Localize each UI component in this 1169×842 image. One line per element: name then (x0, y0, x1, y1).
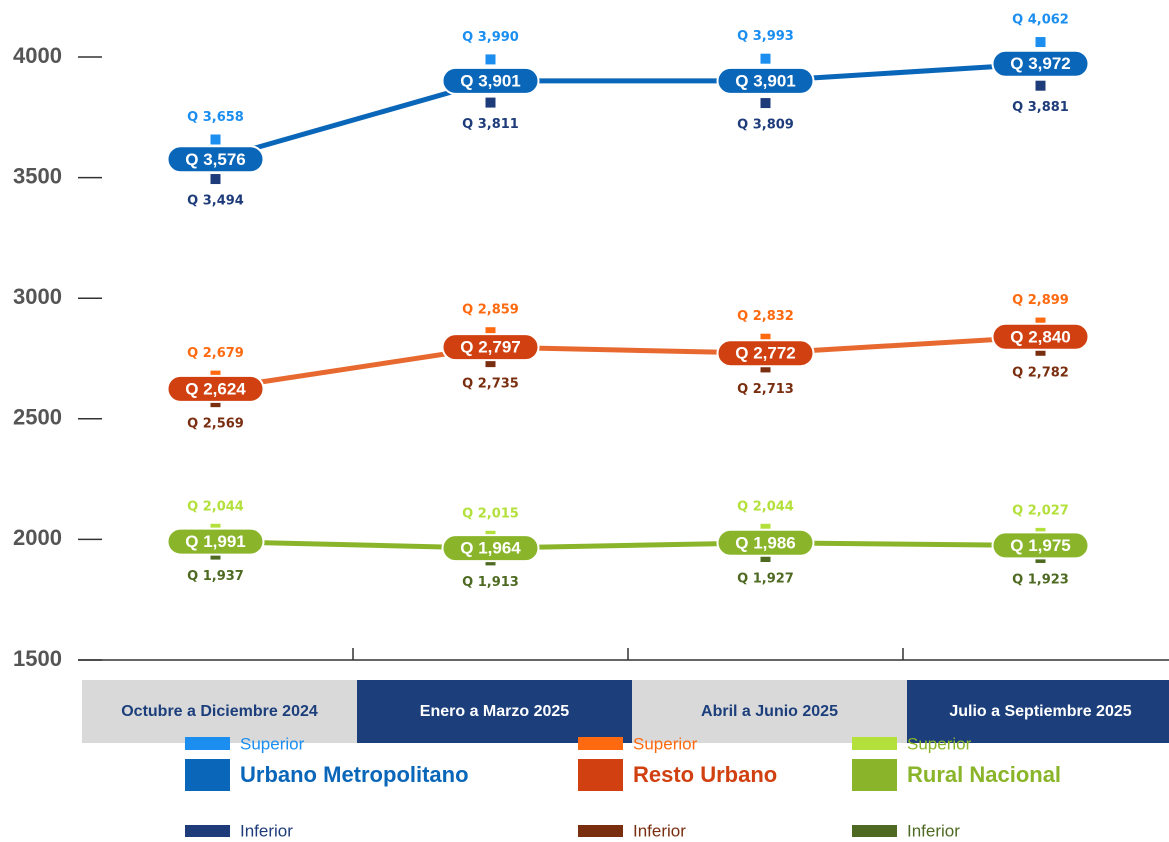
lower-marker (760, 98, 771, 109)
upper-marker (210, 134, 221, 145)
upper-label: Q 2,832 (737, 309, 794, 324)
value-label: Q 2,624 (185, 379, 246, 398)
legend-lower: Inferior (907, 821, 960, 837)
legend-entry: Rural Nacional (907, 762, 1061, 787)
lower-label: Q 2,735 (462, 377, 519, 392)
legend-swatch (852, 759, 897, 791)
value-badge (441, 534, 540, 563)
y-tick-label: 2000 (13, 525, 62, 550)
value-label: Q 1,991 (185, 532, 246, 551)
value-badge (166, 145, 265, 174)
upper-marker (485, 327, 496, 338)
value-badge (991, 531, 1090, 560)
value-badge (991, 49, 1090, 78)
legend-swatch-lower (852, 825, 897, 838)
y-tick-label: 2500 (13, 405, 62, 430)
lower-marker (760, 362, 771, 373)
lower-label: Q 3,811 (462, 117, 519, 132)
upper-label: Q 2,015 (462, 506, 519, 521)
lower-marker (760, 552, 771, 563)
legend-entry: Urbano Metropolitano (240, 762, 469, 787)
x-tick-label: Octubre a Diciembre 2024 (121, 703, 318, 720)
upper-label: Q 2,027 (1012, 503, 1069, 518)
x-tick-label: Enero a Marzo 2025 (420, 703, 570, 720)
legend-swatch (578, 759, 623, 791)
series-line (214, 61, 1041, 162)
upper-label: Q 4,062 (1012, 13, 1069, 28)
lower-label: Q 3,881 (1012, 100, 1069, 115)
upper-marker (1035, 37, 1046, 48)
y-tick-label: 3500 (13, 163, 62, 188)
category-box (907, 680, 1169, 743)
value-label: Q 2,797 (460, 338, 521, 357)
lower-label: Q 2,569 (187, 417, 244, 432)
lower-label: Q 1,937 (187, 569, 244, 584)
value-badge (716, 528, 815, 557)
value-badge (716, 66, 815, 95)
upper-label: Q 2,679 (187, 346, 244, 361)
legend-lower: Inferior (240, 821, 293, 837)
upper-label: Q 3,990 (462, 30, 519, 45)
upper-label: Q 3,993 (737, 29, 794, 44)
legend-upper: Superior (907, 734, 972, 753)
legend-upper: Superior (240, 734, 305, 753)
value-label: Q 3,576 (185, 150, 246, 169)
upper-label: Q 2,044 (187, 499, 244, 514)
upper-marker (1035, 317, 1046, 328)
x-tick-label: Julio a Septiembre 2025 (949, 703, 1131, 720)
value-label: Q 2,772 (735, 344, 796, 363)
legend-lower: Inferior (633, 821, 686, 837)
lower-label: Q 1,923 (1012, 572, 1069, 587)
upper-marker (760, 53, 771, 64)
legend-swatch (185, 759, 230, 791)
legend-entry: Resto Urbano (633, 762, 777, 787)
upper-label: Q 2,044 (737, 499, 794, 514)
value-label: Q 3,901 (735, 71, 796, 90)
category-box (82, 680, 357, 743)
category-box (357, 680, 632, 743)
y-tick-label: 3000 (13, 284, 62, 309)
lower-marker (1035, 80, 1046, 91)
x-tick-label: Abril a Junio 2025 (701, 703, 838, 720)
lower-label: Q 3,809 (737, 118, 794, 133)
value-label: Q 1,986 (735, 533, 796, 552)
y-tick-label: 1500 (13, 646, 62, 671)
upper-label: Q 2,899 (1012, 293, 1069, 308)
legend-swatch-lower (578, 825, 623, 838)
legend-swatch-upper (578, 737, 623, 750)
upper-marker (760, 333, 771, 344)
upper-label: Q 2,859 (462, 303, 519, 318)
legend-swatch-upper (185, 737, 230, 750)
value-badge (166, 374, 265, 403)
value-badge (166, 527, 265, 556)
value-label: Q 1,964 (460, 539, 521, 558)
legend-swatch-upper (852, 737, 897, 750)
value-badge (441, 66, 540, 95)
lower-marker (210, 174, 221, 185)
lower-label: Q 2,713 (737, 382, 794, 397)
category-box (632, 680, 907, 743)
y-tick-label: 4000 (13, 43, 62, 68)
series-line (215, 334, 1041, 392)
lower-label: Q 1,913 (462, 575, 519, 590)
value-badge (991, 322, 1090, 351)
legend-swatch-lower (185, 825, 230, 838)
value-badge (716, 339, 815, 368)
lower-marker (485, 97, 496, 108)
upper-marker (485, 54, 496, 65)
value-label: Q 3,901 (460, 71, 521, 90)
value-label: Q 3,972 (1010, 54, 1071, 73)
upper-label: Q 3,658 (187, 110, 244, 125)
value-label: Q 2,840 (1010, 327, 1071, 346)
value-badge (441, 333, 540, 362)
lower-label: Q 1,927 (737, 572, 794, 587)
lower-marker (485, 357, 496, 368)
legend-upper: Superior (633, 734, 698, 753)
series-line (215, 539, 1041, 551)
value-label: Q 1,975 (1010, 536, 1071, 555)
lower-label: Q 2,782 (1012, 365, 1069, 380)
lower-label: Q 3,494 (187, 194, 244, 209)
